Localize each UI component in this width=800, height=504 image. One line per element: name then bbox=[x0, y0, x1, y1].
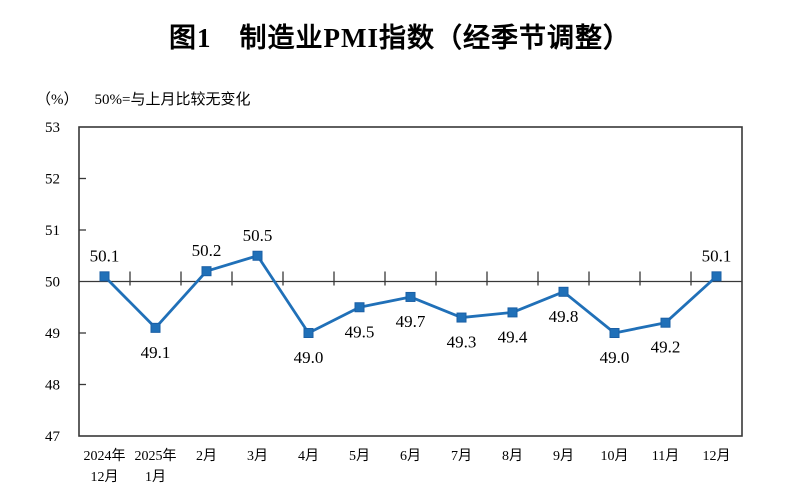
data-point-marker bbox=[252, 250, 263, 261]
data-point-marker bbox=[303, 328, 314, 338]
data-point-label: 50.1 bbox=[702, 246, 732, 265]
data-point-label: 49.1 bbox=[141, 343, 171, 362]
data-point-marker bbox=[558, 286, 569, 297]
y-axis-tick-label: 51 bbox=[45, 223, 60, 239]
data-point-marker bbox=[354, 302, 365, 313]
chart-title: 图1 制造业PMI指数（经季节调整） bbox=[169, 23, 631, 53]
x-axis-category-label: 5月 bbox=[349, 448, 370, 464]
y-axis-tick-label: 49 bbox=[45, 326, 60, 342]
x-axis-category-label: 7月 bbox=[451, 448, 472, 464]
data-point-marker bbox=[660, 317, 671, 328]
data-point-label: 50.5 bbox=[243, 226, 273, 245]
x-axis-category-label: 9月 bbox=[553, 448, 574, 464]
chart-subtitle: （%） 50%=与上月比较无变化 bbox=[36, 88, 250, 109]
y-axis-unit-label: （%） bbox=[36, 92, 79, 108]
x-axis-category-label: 8月 bbox=[502, 448, 523, 464]
data-point-label: 49.7 bbox=[396, 312, 426, 331]
data-point-label: 49.0 bbox=[294, 348, 324, 367]
y-axis-tick-label: 52 bbox=[45, 172, 60, 188]
data-point-marker bbox=[99, 271, 110, 282]
data-point-label: 49.8 bbox=[549, 307, 579, 326]
x-axis-category-label: 6月 bbox=[400, 448, 421, 464]
x-axis-category-label: 10月 bbox=[601, 448, 629, 464]
x-axis-category-label: 4月 bbox=[298, 448, 319, 464]
x-axis-category-label: 12月 bbox=[703, 448, 731, 464]
y-axis-tick-label: 50 bbox=[45, 275, 60, 291]
x-axis-category-label: 2月 bbox=[196, 448, 217, 464]
data-point-marker bbox=[150, 322, 161, 333]
data-point-marker bbox=[609, 328, 620, 338]
y-axis-tick-label: 47 bbox=[45, 429, 61, 445]
x-axis-category-label: 2025年 bbox=[135, 448, 177, 464]
data-point-label: 49.0 bbox=[600, 348, 630, 367]
x-axis-category-label: 1月 bbox=[145, 469, 166, 485]
reference-line-note: 50%=与上月比较无变化 bbox=[94, 92, 251, 108]
data-point-label: 49.4 bbox=[498, 327, 528, 346]
x-axis-category-label: 3月 bbox=[247, 448, 268, 464]
data-point-marker bbox=[711, 271, 722, 282]
data-point-marker bbox=[201, 266, 212, 277]
data-point-marker bbox=[456, 312, 467, 323]
x-axis-category-label: 2024年 bbox=[84, 448, 126, 464]
x-axis-category-label: 11月 bbox=[652, 448, 679, 464]
data-point-label: 49.5 bbox=[345, 322, 375, 341]
y-axis-tick-label: 48 bbox=[45, 378, 60, 394]
data-point-label: 50.2 bbox=[192, 241, 222, 260]
x-axis-category-label: 12月 bbox=[91, 469, 119, 485]
y-axis-tick-label: 53 bbox=[45, 120, 60, 136]
data-point-label: 49.3 bbox=[447, 333, 477, 352]
data-point-marker bbox=[507, 307, 518, 318]
data-point-label: 50.1 bbox=[90, 246, 120, 265]
data-point-marker bbox=[405, 291, 416, 302]
data-point-label: 49.2 bbox=[651, 338, 681, 357]
